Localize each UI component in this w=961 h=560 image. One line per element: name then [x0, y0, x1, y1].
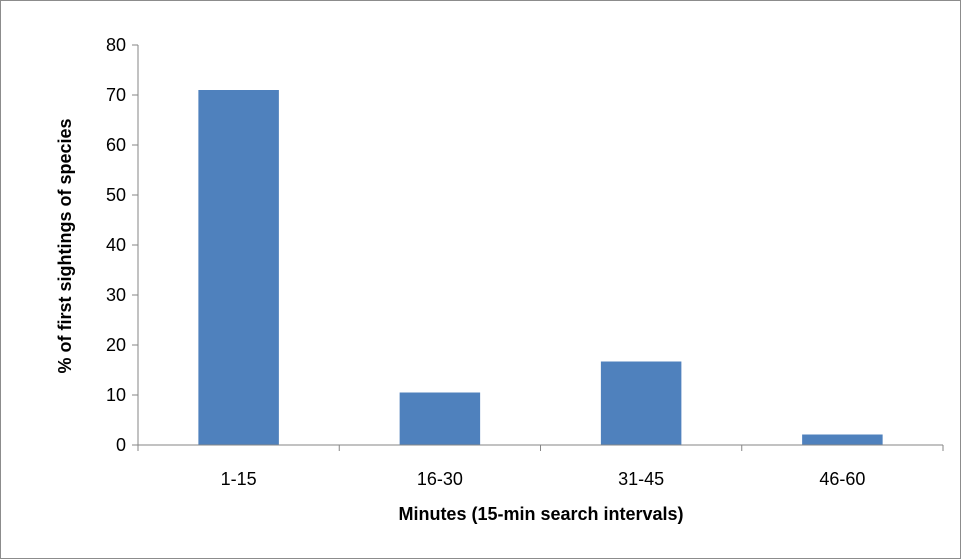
bar-16-30 [399, 392, 481, 445]
bar-46-60 [802, 434, 883, 445]
x-tick-label: 46-60 [819, 469, 865, 489]
bars-group [198, 90, 883, 445]
y-tick-label: 20 [106, 335, 126, 355]
y-tick-label: 50 [106, 185, 126, 205]
y-tick-label: 30 [106, 285, 126, 305]
y-tick-label: 10 [106, 385, 126, 405]
bar-1-15 [198, 90, 279, 445]
y-tick-labels: 0 10 20 30 40 50 60 70 80 [106, 35, 126, 455]
y-tick-label: 40 [106, 235, 126, 255]
y-axis-title: % of first sightings of species [55, 118, 75, 373]
x-tick-label: 31-45 [618, 469, 664, 489]
x-tick-label: 16-30 [417, 469, 463, 489]
bar-31-45 [600, 361, 682, 445]
y-tick-label: 70 [106, 85, 126, 105]
y-tick-label: 0 [116, 435, 126, 455]
x-axis-title: Minutes (15-min search intervals) [398, 504, 683, 524]
x-tick-labels: 1-15 16-30 31-45 46-60 [221, 469, 866, 489]
axes-group [132, 44, 944, 451]
y-tick-label: 80 [106, 35, 126, 55]
x-tick-label: 1-15 [221, 469, 257, 489]
y-tick-label: 60 [106, 135, 126, 155]
